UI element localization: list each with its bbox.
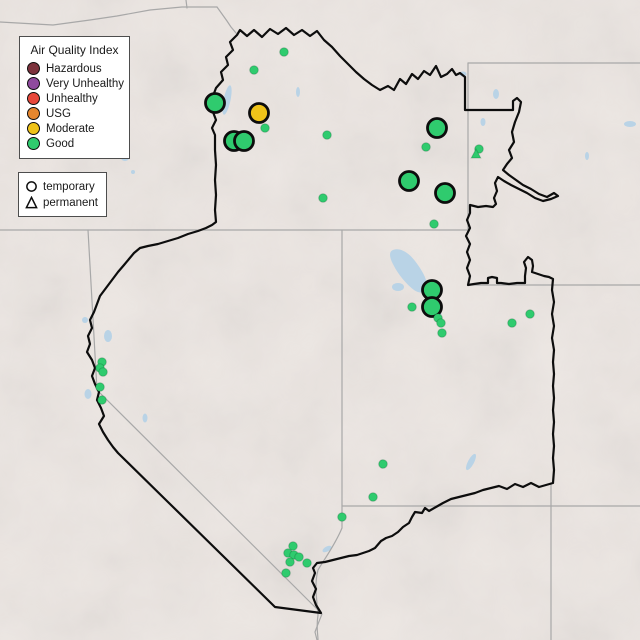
station-marker-good[interactable] — [398, 170, 420, 192]
legend-item-very-unhealthy: Very Unhealthy — [27, 77, 124, 90]
legend-item-good: Good — [27, 137, 122, 150]
station-marker-good[interactable] — [368, 492, 378, 502]
station-marker-good[interactable] — [421, 296, 443, 318]
legend-item-permanent: permanent — [25, 196, 100, 209]
lake — [82, 317, 88, 323]
legend-item-label: permanent — [43, 196, 98, 209]
lake — [322, 545, 332, 553]
station-marker-good[interactable] — [421, 142, 431, 152]
station-type-legend-items: temporary permanent — [25, 180, 100, 209]
lake-tahoe — [84, 389, 92, 399]
station-markers-layer — [95, 47, 535, 578]
lake — [624, 121, 636, 127]
legend-item-moderate: Moderate — [27, 122, 122, 135]
station-marker-good[interactable] — [318, 193, 328, 203]
station-marker-good[interactable] — [281, 568, 291, 578]
triangle-icon — [25, 196, 38, 209]
station-marker-moderate[interactable] — [248, 102, 270, 124]
great-basin-boundary — [85, 26, 560, 615]
lake — [296, 87, 300, 97]
station-type-legend: temporary permanent — [18, 172, 107, 217]
legend-item-label: Very Unhealthy — [46, 77, 124, 90]
station-marker-good[interactable] — [294, 552, 304, 562]
aqi-swatch-icon — [27, 92, 40, 105]
aqi-legend-items: Hazardous Very Unhealthy Unhealthy USG Moder… — [27, 62, 124, 150]
station-marker-good[interactable] — [437, 328, 447, 338]
station-marker-good[interactable] — [322, 130, 332, 140]
station-marker-good[interactable] — [233, 130, 255, 152]
great-salt-lake — [390, 249, 427, 293]
lake — [466, 453, 476, 471]
station-marker-good[interactable] — [507, 318, 517, 328]
station-marker-good[interactable] — [95, 382, 105, 392]
aqi-swatch-icon — [27, 137, 40, 150]
station-marker-good[interactable] — [279, 47, 289, 57]
station-marker-good[interactable] — [525, 309, 535, 319]
station-marker-good[interactable] — [337, 512, 347, 522]
lake — [131, 170, 135, 174]
station-marker-good[interactable] — [426, 117, 448, 139]
station-marker-good[interactable] — [436, 318, 446, 328]
station-marker-good[interactable] — [98, 367, 108, 377]
aqi-swatch-icon — [27, 62, 40, 75]
aqi-swatch-icon — [27, 107, 40, 120]
circle-icon — [26, 181, 37, 192]
aqi-legend: Air Quality Index Hazardous Very Unhealth… — [19, 36, 130, 159]
lake — [585, 152, 589, 160]
lake — [392, 283, 404, 291]
river-northwest — [0, 6, 218, 26]
legend-item-usg: USG — [27, 107, 122, 120]
station-marker-good[interactable] — [434, 182, 456, 204]
walker-lake — [142, 413, 148, 423]
lake — [480, 118, 486, 126]
station-marker-good[interactable] — [429, 219, 439, 229]
station-marker-good[interactable] — [288, 541, 298, 551]
station-marker-good[interactable] — [407, 302, 417, 312]
legend-item-temporary: temporary — [25, 180, 100, 193]
station-marker-good[interactable] — [97, 395, 107, 405]
legend-item-label: USG — [46, 107, 71, 120]
station-marker-good[interactable] — [249, 65, 259, 75]
station-marker-good[interactable] — [470, 147, 482, 159]
bear-lake — [493, 89, 499, 99]
station-marker-good[interactable] — [260, 123, 270, 133]
border-ca-nv-diagonal — [96, 389, 323, 640]
legend-item-label: Good — [46, 137, 75, 150]
aqi-legend-title: Air Quality Index — [30, 43, 119, 57]
river-branch-up — [185, 0, 188, 9]
legend-item-label: Hazardous — [46, 62, 102, 75]
river-branch-down — [216, 6, 237, 34]
legend-item-unhealthy: Unhealthy — [27, 92, 122, 105]
legend-item-label: temporary — [43, 180, 95, 193]
station-marker-good[interactable] — [204, 92, 226, 114]
station-marker-good[interactable] — [302, 558, 312, 568]
station-marker-good[interactable] — [378, 459, 388, 469]
legend-item-label: Moderate — [46, 122, 95, 135]
aqi-swatch-icon — [27, 122, 40, 135]
legend-item-hazardous: Hazardous — [27, 62, 122, 75]
station-marker-good[interactable] — [285, 557, 295, 567]
legend-item-label: Unhealthy — [46, 92, 98, 105]
aqi-swatch-icon — [27, 77, 40, 90]
pyramid-lake — [104, 330, 112, 342]
border-california-vertical — [87, 229, 98, 391]
